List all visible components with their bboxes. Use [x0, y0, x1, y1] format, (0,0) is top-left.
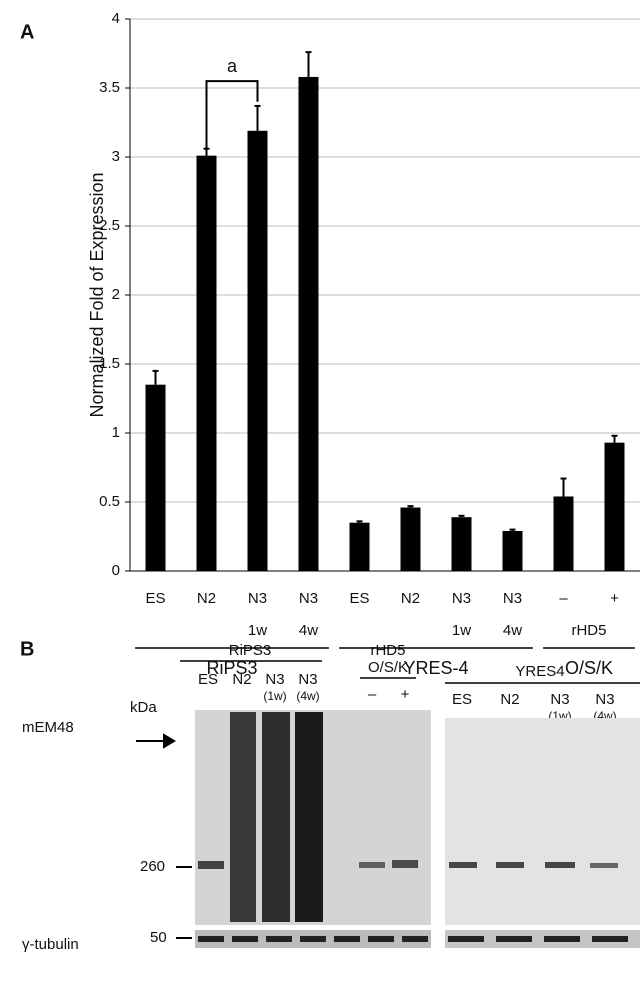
x-tick-label: N2 [197, 590, 216, 607]
blot-image [445, 718, 640, 925]
group-label: O/S/K [565, 658, 613, 678]
x-tick-sublabel: 1w [248, 622, 267, 639]
x-tick-label: ES [349, 590, 369, 607]
lane-label: N2 [500, 691, 519, 708]
bar [248, 131, 268, 571]
bar [197, 156, 217, 571]
y-tick-label: 3.5 [99, 79, 120, 96]
lane-label: – [368, 686, 377, 703]
lane-sublabel: (1w) [263, 689, 286, 703]
lane-label: N3 [595, 691, 614, 708]
x-tick-sublabel: 4w [299, 622, 318, 639]
loading-label: γ-tubulin [22, 936, 79, 953]
x-tick-label: N3 [299, 590, 318, 607]
x-tick-label: N2 [401, 590, 420, 607]
figure: A Normalized Fold of Expression B RiPS3 … [0, 0, 642, 979]
x-tick-label: ES [145, 590, 165, 607]
group-label: RiPS3 [206, 658, 257, 678]
bar [401, 508, 421, 571]
y-axis-title: Normalized Fold of Expression [87, 172, 107, 417]
bar [146, 385, 166, 571]
bar [605, 443, 625, 571]
arrow [136, 735, 174, 747]
x-tick-label: N3 [452, 590, 471, 607]
group-label: O/S/K [368, 659, 408, 676]
y-tick-label: 2.5 [99, 217, 120, 234]
bar [503, 531, 523, 571]
bar [299, 77, 319, 571]
x-tick-label: – [559, 590, 568, 607]
group-label: YRES-4 [403, 658, 468, 678]
x-tick-sublabel: 4w [503, 622, 522, 639]
lane-label: N3 [265, 671, 284, 688]
bar [554, 496, 574, 571]
annotation: a [227, 56, 238, 76]
y-tick-label: 0 [112, 562, 120, 579]
y-tick-label: 1.5 [99, 355, 120, 372]
bar [452, 517, 472, 571]
lane-label: N3 [298, 671, 317, 688]
x-tick-label: N3 [503, 590, 522, 607]
lane-label: ES [452, 691, 472, 708]
marker-label: 50 [150, 929, 167, 946]
y-tick-label: 0.5 [99, 493, 120, 510]
x-tick-label: + [610, 590, 619, 607]
panel-label: A [20, 21, 34, 43]
lane-label: + [401, 686, 410, 703]
group-label: rHD5 [370, 642, 405, 659]
y-tick-label: 1 [112, 424, 120, 441]
y-tick-label: 4 [112, 10, 120, 27]
group-label: RiPS3 [229, 642, 272, 659]
bar [350, 523, 370, 571]
group-sublabel: rHD5 [571, 622, 606, 639]
lane-sublabel: (4w) [296, 689, 319, 703]
marker-label: 260 [140, 858, 165, 875]
y-tick-label: 2 [112, 286, 120, 303]
row-label: mEM48 [22, 719, 74, 736]
y-tick-label: 3 [112, 148, 120, 165]
x-tick-label: N3 [248, 590, 267, 607]
x-tick-sublabel: 1w [452, 622, 471, 639]
kda-label: kDa [130, 699, 157, 716]
panel-label: B [20, 638, 34, 660]
lane-label: N3 [550, 691, 569, 708]
blot-panel: B RiPS3 ES N2 N3 N3 (1w) (4w) rHD5 O/S/K… [20, 638, 640, 953]
group-label: YRES4 [515, 663, 564, 680]
